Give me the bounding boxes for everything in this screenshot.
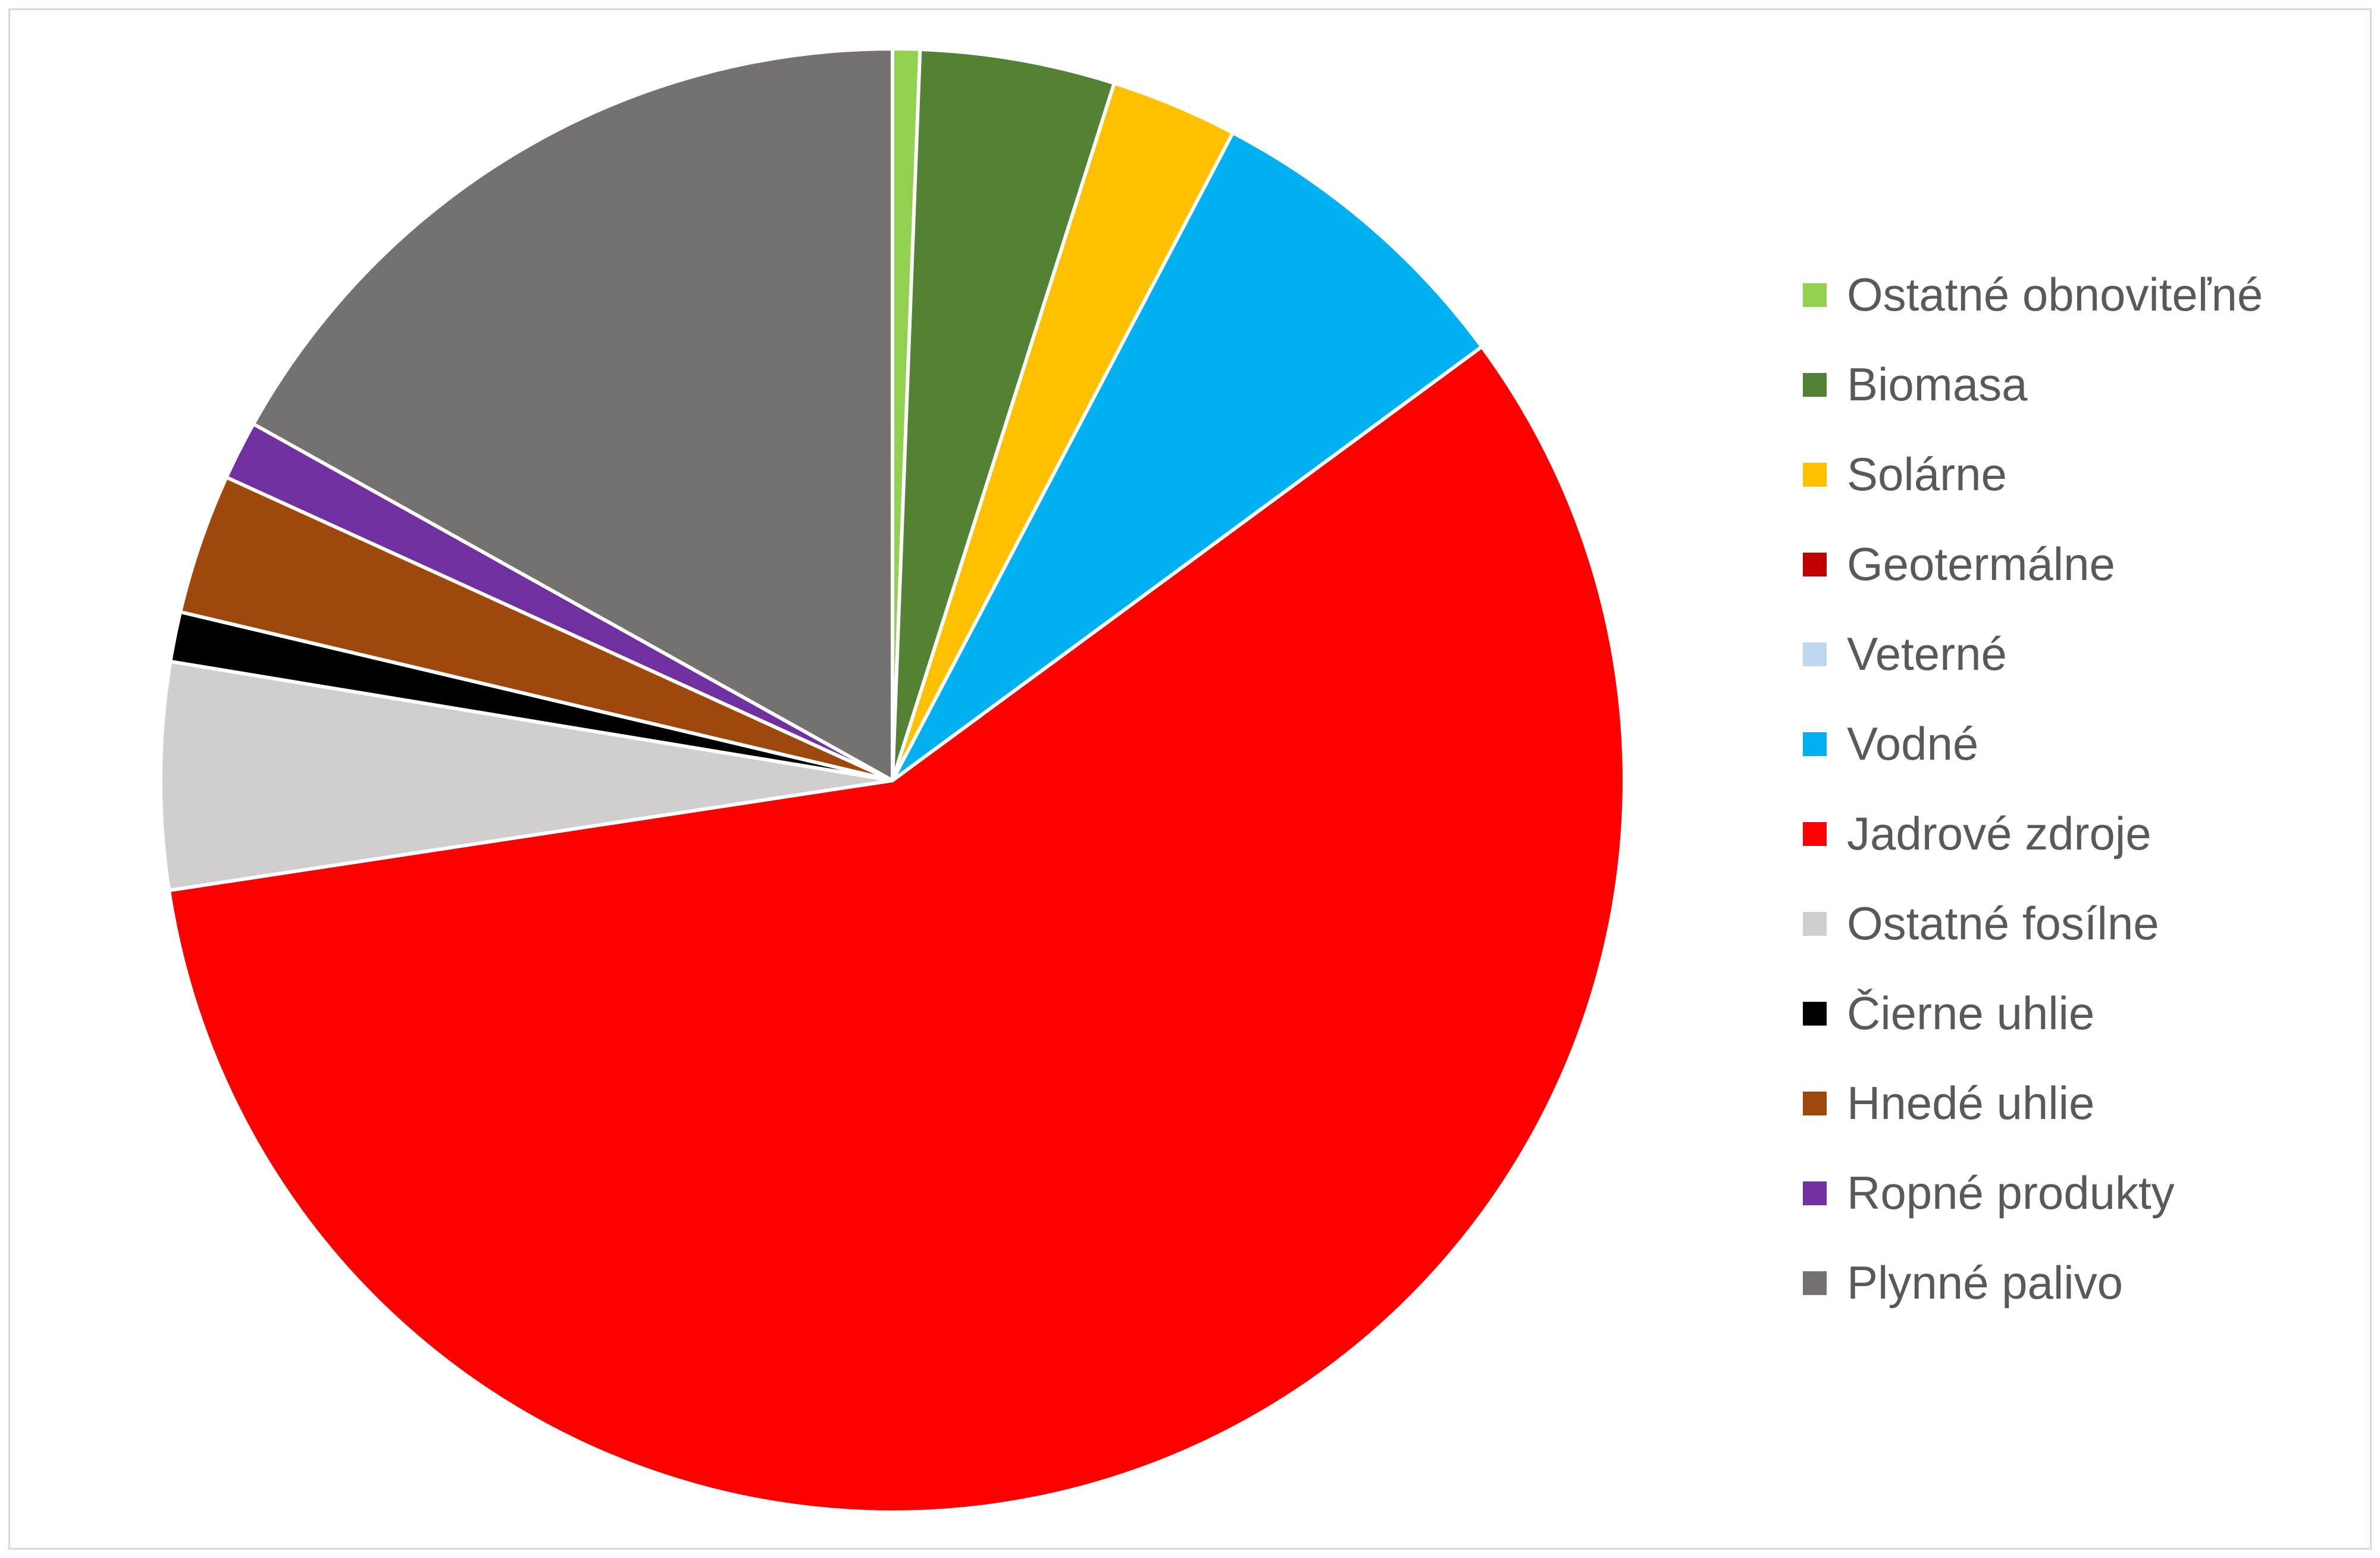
legend-label: Ostatné obnoviteľné [1847, 268, 2263, 321]
legend-swatch [1803, 552, 1827, 576]
legend-item-4: Veterné [1803, 609, 2368, 699]
legend-item-0: Ostatné obnoviteľné [1803, 250, 2368, 340]
legend-item-10: Ropné produkty [1803, 1148, 2368, 1238]
legend: Ostatné obnoviteľné Biomasa Solárne Geoterm… [1803, 250, 2368, 1328]
legend-label: Solárne [1847, 448, 2007, 500]
pie-slice-7 [159, 659, 894, 892]
legend-label: Biomasa [1847, 358, 2028, 410]
legend-label: Hnedé uhlie [1847, 1077, 2095, 1129]
legend-swatch [1803, 283, 1827, 307]
pie-slice-11 [251, 47, 894, 782]
pie-slice-5 [891, 131, 1484, 782]
legend-label: Geotermálne [1847, 538, 2115, 590]
legend-item-8: Čierne uhlie [1803, 968, 2368, 1058]
legend-swatch [1803, 822, 1827, 846]
legend-swatch [1803, 1001, 1827, 1026]
pie-slice-6 [167, 344, 1626, 1514]
legend-label: Ropné produkty [1847, 1167, 2175, 1219]
pie-slice-1 [891, 47, 1116, 782]
legend-item-9: Hnedé uhlie [1803, 1058, 2368, 1148]
legend-label: Plynné palivo [1847, 1256, 2123, 1309]
pie-slice-9 [178, 475, 894, 782]
legend-item-11: Plynné palivo [1803, 1238, 2368, 1328]
legend-swatch [1803, 911, 1827, 936]
legend-item-7: Ostatné fosílne [1803, 879, 2368, 968]
legend-swatch [1803, 642, 1827, 666]
legend-label: Ostatné fosílne [1847, 897, 2159, 949]
legend-swatch [1803, 462, 1827, 487]
legend-item-2: Solárne [1803, 430, 2368, 519]
legend-swatch [1803, 1091, 1827, 1115]
legend-swatch [1803, 1181, 1827, 1205]
legend-label: Vodné [1847, 717, 1979, 770]
legend-item-6: Jadrové zdroje [1803, 789, 2368, 879]
legend-swatch [1803, 372, 1827, 397]
legend-label: Čierne uhlie [1847, 987, 2095, 1039]
legend-label: Jadrové zdroje [1847, 807, 2152, 860]
legend-swatch [1803, 732, 1827, 756]
legend-item-5: Vodné [1803, 699, 2368, 789]
legend-item-3: Geotermálne [1803, 519, 2368, 609]
pie-slices [159, 47, 1626, 1514]
legend-label: Veterné [1847, 628, 2007, 680]
legend-swatch [1803, 1271, 1827, 1295]
legend-item-1: Biomasa [1803, 340, 2368, 430]
